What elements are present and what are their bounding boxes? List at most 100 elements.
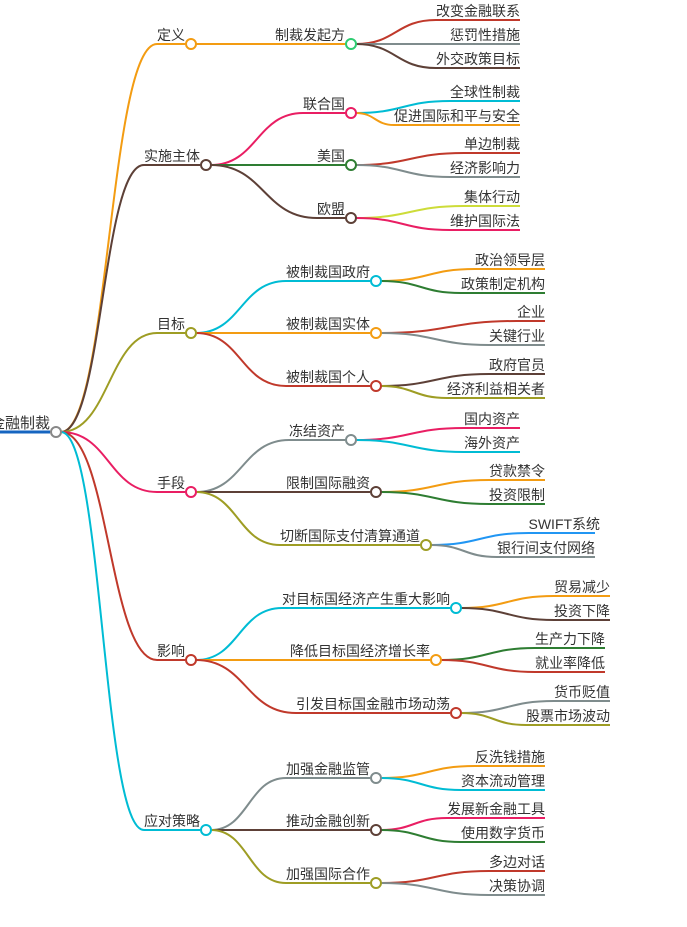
branch-node <box>421 540 431 550</box>
branch-node <box>186 487 196 497</box>
node-label: 集体行动 <box>464 189 520 205</box>
branch-node <box>371 381 381 391</box>
node-label: 目标 <box>157 316 185 332</box>
node-label: 降低目标国经济增长率 <box>290 643 430 659</box>
node-label: 维护国际法 <box>450 213 520 229</box>
node-label: 加强国际合作 <box>286 866 370 882</box>
edge <box>211 778 286 830</box>
branch-node <box>451 708 461 718</box>
node-label: 多边对话 <box>489 854 545 870</box>
edge <box>196 333 286 386</box>
node-label: 经济利益相关者 <box>447 381 545 397</box>
node-label: 生产力下降 <box>535 631 605 647</box>
node-label: 银行间支付网络 <box>497 540 595 556</box>
node-label: 贷款禁令 <box>489 463 545 479</box>
edge <box>381 830 461 842</box>
node-label: 全球性制裁 <box>450 84 520 100</box>
edge <box>431 545 497 557</box>
edge <box>356 20 436 44</box>
node-label: 改变金融联系 <box>436 3 520 19</box>
edge <box>196 608 282 660</box>
branch-node <box>371 328 381 338</box>
branch-node <box>371 487 381 497</box>
node-label: 加强金融监管 <box>286 761 370 777</box>
branch-node <box>346 213 356 223</box>
node-label: 关键行业 <box>489 328 545 344</box>
node-label: 外交政策目标 <box>436 51 520 67</box>
edge <box>356 44 436 68</box>
node-label: 制裁发起方 <box>275 27 345 43</box>
branch-node <box>371 276 381 286</box>
node-label: 冻结资产 <box>289 423 345 439</box>
branch-node <box>201 825 211 835</box>
edge <box>356 428 464 440</box>
branch-node <box>371 825 381 835</box>
edge <box>441 648 535 660</box>
branch-node <box>371 878 381 888</box>
edge <box>211 165 317 218</box>
node-label: 单边制裁 <box>464 136 520 152</box>
node-label: 企业 <box>517 304 545 320</box>
node-label: 资本流动管理 <box>461 773 545 789</box>
node-label: 被制裁国个人 <box>286 369 370 385</box>
node-label: 手段 <box>157 475 185 491</box>
node-label: 实施主体 <box>144 148 200 164</box>
edge <box>381 480 489 492</box>
node-label: 定义 <box>157 27 185 43</box>
node-label: 应对策略 <box>144 813 200 829</box>
node-label: 美国 <box>317 148 345 164</box>
edge <box>381 281 461 293</box>
edge <box>381 333 489 345</box>
node-label: 海外资产 <box>464 435 520 451</box>
edge <box>381 883 489 895</box>
edge <box>61 432 157 660</box>
node-label: 对目标国经济产生重大影响 <box>282 591 450 607</box>
edge <box>381 386 447 398</box>
node-label: 影响 <box>157 643 185 659</box>
edge <box>196 440 289 492</box>
branch-node <box>186 39 196 49</box>
edge <box>461 713 526 725</box>
node-label: 惩罚性措施 <box>450 27 520 43</box>
branch-node <box>186 655 196 665</box>
node-label: 政策制定机构 <box>461 276 545 292</box>
node-label: 决策协调 <box>489 878 545 894</box>
edge <box>381 778 461 790</box>
root-node <box>51 427 61 437</box>
edge <box>461 608 554 620</box>
branch-node <box>201 160 211 170</box>
node-label: 投资限制 <box>489 487 545 503</box>
edge <box>211 113 303 165</box>
edge <box>356 113 394 125</box>
node-label: 发展新金融工具 <box>447 801 545 817</box>
node-label: 联合国 <box>303 96 345 112</box>
edge <box>196 281 286 333</box>
branch-node <box>346 160 356 170</box>
node-label: 贸易减少 <box>554 579 610 595</box>
node-label: 被制裁国政府 <box>286 264 370 280</box>
node-label: 引发目标国金融市场动荡 <box>296 696 450 712</box>
node-label: 投资下降 <box>554 603 610 619</box>
edge <box>356 440 464 452</box>
node-label: 切断国际支付清算通道 <box>280 528 420 544</box>
edge <box>61 44 157 432</box>
mindmap-canvas: 金融制裁定义制裁发起方改变金融联系惩罚性措施外交政策目标实施主体联合国全球性制裁… <box>0 0 687 927</box>
edge <box>196 492 280 545</box>
edge <box>356 153 464 165</box>
node-label: 推动金融创新 <box>286 813 370 829</box>
node-label: SWIFT系统 <box>529 516 601 532</box>
branch-node <box>346 435 356 445</box>
node-label: 经济影响力 <box>450 160 520 176</box>
node-label: 政治领导层 <box>475 252 545 268</box>
node-label: 就业率降低 <box>535 655 605 671</box>
node-label: 反洗钱措施 <box>475 749 545 765</box>
node-label: 股票市场波动 <box>526 708 610 724</box>
edge <box>211 830 286 883</box>
node-label: 欧盟 <box>317 201 345 217</box>
edge <box>381 492 489 504</box>
edge <box>61 165 144 432</box>
edge <box>381 871 489 883</box>
edge <box>461 596 554 608</box>
node-label: 限制国际融资 <box>286 475 370 491</box>
edge <box>196 660 296 713</box>
